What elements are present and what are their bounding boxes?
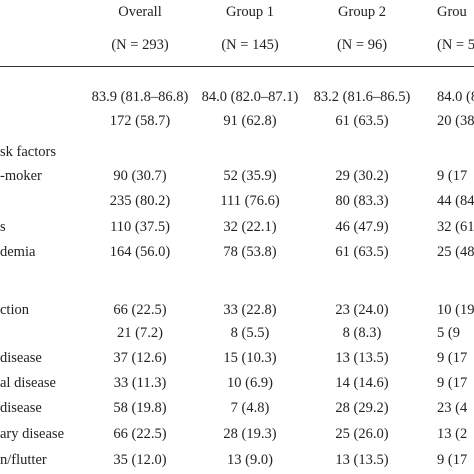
cell-value: 110 (37.5) <box>110 219 170 235</box>
row-label: n/flutter <box>0 452 47 468</box>
cell-value: 23 (24.0) <box>335 302 389 318</box>
cell-value: 32 (61 <box>437 219 474 235</box>
cell-value: 13 (13.5) <box>335 452 389 468</box>
cell-value: 235 (80.2) <box>109 193 171 209</box>
cell-value: 21 (7.2) <box>117 325 163 341</box>
cell-value: 14 (14.6) <box>335 375 389 391</box>
cell-value: 7 (4.8) <box>230 400 270 416</box>
cell-value: 8 (8.3) <box>342 325 382 341</box>
cell-value: 37 (12.6) <box>113 350 167 366</box>
cell-value: 83.2 (81.6–86.5) <box>313 89 411 105</box>
cell-value: 28 (29.2) <box>335 400 389 416</box>
cell-value: 61 (63.5) <box>335 113 389 129</box>
cell-value: 23 (4 <box>437 400 468 416</box>
cell-value: 33 (11.3) <box>113 375 167 391</box>
cell-value: 25 (48 <box>437 244 474 260</box>
cell-value: 13 (2 <box>437 426 468 442</box>
column-count: (N = 96) <box>336 37 388 53</box>
cell-value: 35 (12.0) <box>113 452 167 468</box>
cell-value: 164 (56.0) <box>109 244 171 260</box>
cell-value: 9 (17 <box>437 350 468 366</box>
row-label: sk factors <box>0 144 56 160</box>
cell-value: 66 (22.5) <box>113 302 167 318</box>
cell-value: 61 (63.5) <box>335 244 389 260</box>
column-count: (N = 5 <box>437 37 474 53</box>
cell-value: 9 (17 <box>437 452 468 468</box>
cell-value: 111 (76.6) <box>220 193 280 209</box>
cell-value: 58 (19.8) <box>113 400 167 416</box>
column-header: Overall <box>118 4 162 20</box>
row-label: disease <box>0 350 42 366</box>
cell-value: 25 (26.0) <box>335 426 389 442</box>
cell-value: 33 (22.8) <box>223 302 277 318</box>
cell-value: 80 (83.3) <box>335 193 389 209</box>
cell-value: 10 (19 <box>437 302 474 318</box>
cell-value: 8 (5.5) <box>230 325 270 341</box>
column-header: Group 1 <box>226 4 274 20</box>
cell-value: 91 (62.8) <box>223 113 277 129</box>
cell-value: 46 (47.9) <box>335 219 389 235</box>
cell-value: 28 (19.3) <box>223 426 277 442</box>
column-header: Group 2 <box>338 4 386 20</box>
row-label: disease <box>0 400 42 416</box>
cell-value: 10 (6.9) <box>227 375 273 391</box>
cell-value: 90 (30.7) <box>113 168 167 184</box>
row-label: al disease <box>0 375 56 391</box>
header-rule <box>0 66 474 67</box>
column-count: (N = 145) <box>221 37 279 53</box>
cell-value: 83.9 (81.8–86.8) <box>91 89 189 105</box>
cell-value: 52 (35.9) <box>223 168 277 184</box>
row-label: demia <box>0 244 36 260</box>
column-header: Grou <box>437 4 467 20</box>
cell-value: 32 (22.1) <box>223 219 277 235</box>
row-label: ction <box>0 302 29 318</box>
cell-value: 84.0 (81.8 <box>437 89 474 105</box>
row-label: -moker <box>0 168 42 184</box>
cell-value: 9 (17 <box>437 168 468 184</box>
cell-value: 13 (9.0) <box>227 452 273 468</box>
cell-value: 20 (38 <box>437 113 474 129</box>
row-label: ary disease <box>0 426 65 442</box>
cell-value: 84.0 (82.0–87.1) <box>201 89 299 105</box>
cell-value: 29 (30.2) <box>335 168 389 184</box>
cell-value: 15 (10.3) <box>223 350 277 366</box>
row-label: s <box>0 219 6 235</box>
cell-value: 44 (84 <box>437 193 474 209</box>
cell-value: 172 (58.7) <box>109 113 171 129</box>
column-count: (N = 293) <box>111 37 169 53</box>
cell-value: 9 (17 <box>437 375 468 391</box>
cell-value: 5 (9 <box>437 325 460 341</box>
cell-value: 78 (53.8) <box>223 244 277 260</box>
cell-value: 13 (13.5) <box>335 350 389 366</box>
cell-value: 66 (22.5) <box>113 426 167 442</box>
